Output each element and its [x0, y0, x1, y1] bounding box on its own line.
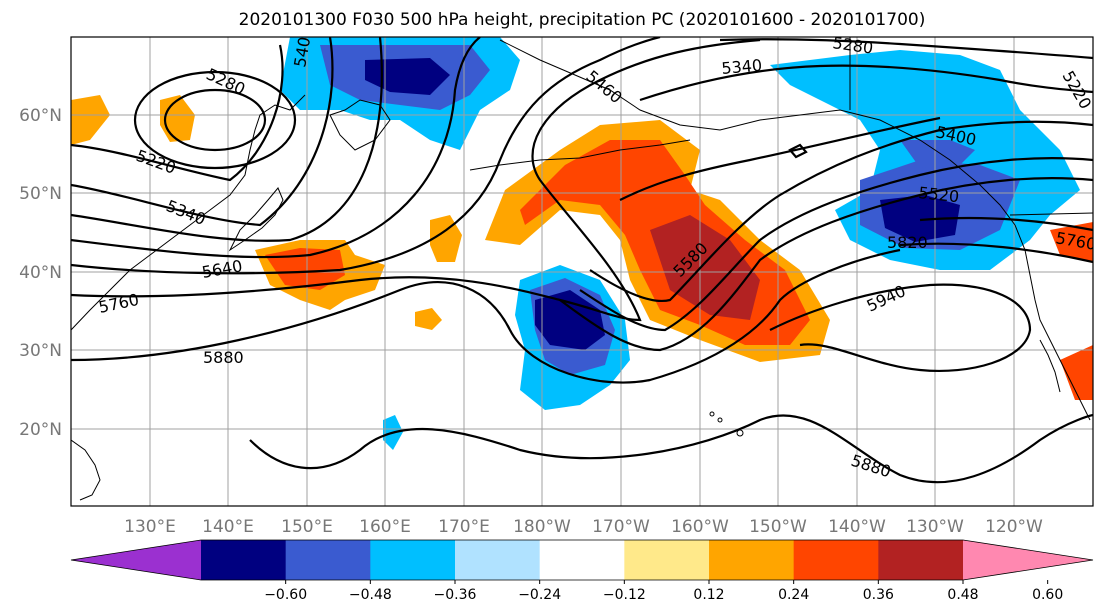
colorbar-swatch	[201, 540, 287, 580]
hawaii-island-2	[717, 417, 723, 423]
graticule	[71, 37, 1093, 506]
negative-anomaly-alaska	[900, 140, 975, 168]
positive-anomaly-small-2	[415, 308, 442, 330]
colorbar-outline	[70, 539, 1094, 581]
colorbar-ticks: −0.60 −0.48 −0.36 −0.24 −0.12 0.12 0.24 0.36 0.4…	[264, 580, 1063, 601]
contour-b	[71, 37, 481, 259]
colorbar-tick-label: −0.36	[434, 587, 477, 601]
colorbar-tick-label: 0.12	[693, 587, 724, 601]
lat-label: 30°N	[19, 341, 62, 361]
colorbar-tick-label: 0.48	[947, 587, 978, 601]
lon-label: 140°E	[202, 517, 254, 537]
colorbar-tick-label: −0.12	[603, 587, 646, 601]
coast-east-asia	[71, 94, 306, 331]
latitude-labels: 60°N 50°N 40°N 30°N 20°N	[19, 106, 62, 440]
positive-anomaly-east	[1050, 222, 1093, 262]
colorbar-tick-label: 0.60	[1032, 587, 1063, 601]
lon-label: 120°W	[985, 517, 1043, 537]
positive-anomaly-edge	[71, 95, 110, 145]
positive-anomaly-small-1	[430, 215, 462, 262]
colorbar-swatch	[624, 540, 710, 580]
coast-borneo-ph	[71, 439, 101, 501]
precip-shading	[71, 37, 1093, 450]
colorbar-swatch	[793, 540, 879, 580]
colorbar-swatch	[709, 540, 795, 580]
contour-mid-ne	[619, 116, 941, 201]
contour-5880	[71, 248, 901, 384]
coast-north-america	[1014, 224, 1091, 421]
contour-small-low	[788, 143, 808, 159]
longitude-labels: 130°E 140°E 150°E 160°E 170°E 180°W 170°…	[124, 517, 1043, 537]
contour-5580	[559, 177, 1093, 352]
negative-anomaly-north-core	[365, 58, 450, 95]
lon-label: 130°W	[906, 517, 964, 537]
coast-alaska	[499, 39, 1016, 226]
lat-label: 60°N	[19, 106, 62, 126]
hawaii-islands	[709, 411, 715, 417]
lon-label: 170°W	[592, 517, 650, 537]
lon-label: 130°E	[124, 517, 176, 537]
lon-label: 150°W	[749, 517, 807, 537]
contour-5340-north	[639, 64, 1093, 102]
contour-east-2	[899, 242, 1093, 264]
lon-label: 180°W	[513, 517, 571, 537]
contour-5640	[71, 37, 661, 275]
coast-kamchatka	[329, 99, 391, 151]
border-canada-us	[1009, 212, 1093, 216]
contour-5340	[71, 37, 334, 227]
lon-label: 140°W	[828, 517, 886, 537]
figure-title: 2020101300 F030 500 hPa height, precipit…	[239, 10, 926, 30]
colorbar-swatch	[539, 540, 625, 580]
contour-label: 5520	[918, 183, 960, 206]
contour-5280-north	[719, 38, 1093, 60]
contour-5940	[769, 283, 1032, 372]
colorbar-swatch	[878, 540, 964, 580]
negative-anomaly-central-core	[535, 290, 605, 350]
contour-label: 5820	[887, 233, 928, 252]
coast-baja	[1039, 339, 1061, 393]
height-contours	[71, 37, 1093, 484]
coast-aleutians	[469, 139, 691, 171]
contour-5400	[589, 120, 1093, 303]
colorbar-swatch	[370, 540, 456, 580]
contour-low-nw	[163, 88, 267, 152]
coastlines	[71, 37, 1093, 501]
contour-label: 5340	[721, 56, 763, 78]
lon-label: 170°E	[438, 517, 490, 537]
colorbar-swatch	[455, 540, 541, 580]
contour-label: 5280	[831, 33, 874, 57]
lat-label: 50°N	[19, 184, 62, 204]
coast-japan	[228, 187, 284, 252]
colorbar-tick-label: −0.24	[518, 587, 561, 601]
lat-label: 20°N	[19, 420, 62, 440]
colorbar-tick-label: −0.60	[264, 587, 307, 601]
contour-low-nw-2	[133, 70, 297, 170]
colorbar-tick-label: −0.48	[349, 587, 392, 601]
map-frame	[70, 36, 1094, 507]
contour-east-1	[919, 216, 1093, 232]
positive-anomaly-japan-inner	[265, 248, 345, 290]
colorbar-extend-min	[71, 540, 201, 580]
map-content: 5280 5220 5340 5640 5760 5880 5400 5460 …	[71, 33, 1093, 506]
colorbar-extend-max	[963, 540, 1093, 580]
lon-label: 150°E	[281, 517, 333, 537]
colorbar-swatch	[285, 540, 371, 580]
positive-anomaly-baja	[1060, 345, 1093, 400]
contour-5520	[579, 157, 1093, 332]
contour-5880-south	[249, 413, 1093, 484]
lat-label: 40°N	[19, 263, 62, 283]
contour-5760	[71, 38, 761, 322]
negative-anomaly-northeast-core	[880, 195, 960, 242]
lon-label: 160°E	[359, 517, 411, 537]
colorbar	[70, 539, 1094, 581]
colorbar-tick-label: 0.36	[863, 587, 894, 601]
contour-a	[71, 37, 383, 242]
lon-label: 160°W	[671, 517, 729, 537]
contour-label: 5880	[203, 348, 244, 367]
colorbar-tick-label: 0.24	[778, 587, 809, 601]
contour-5220	[71, 44, 284, 182]
